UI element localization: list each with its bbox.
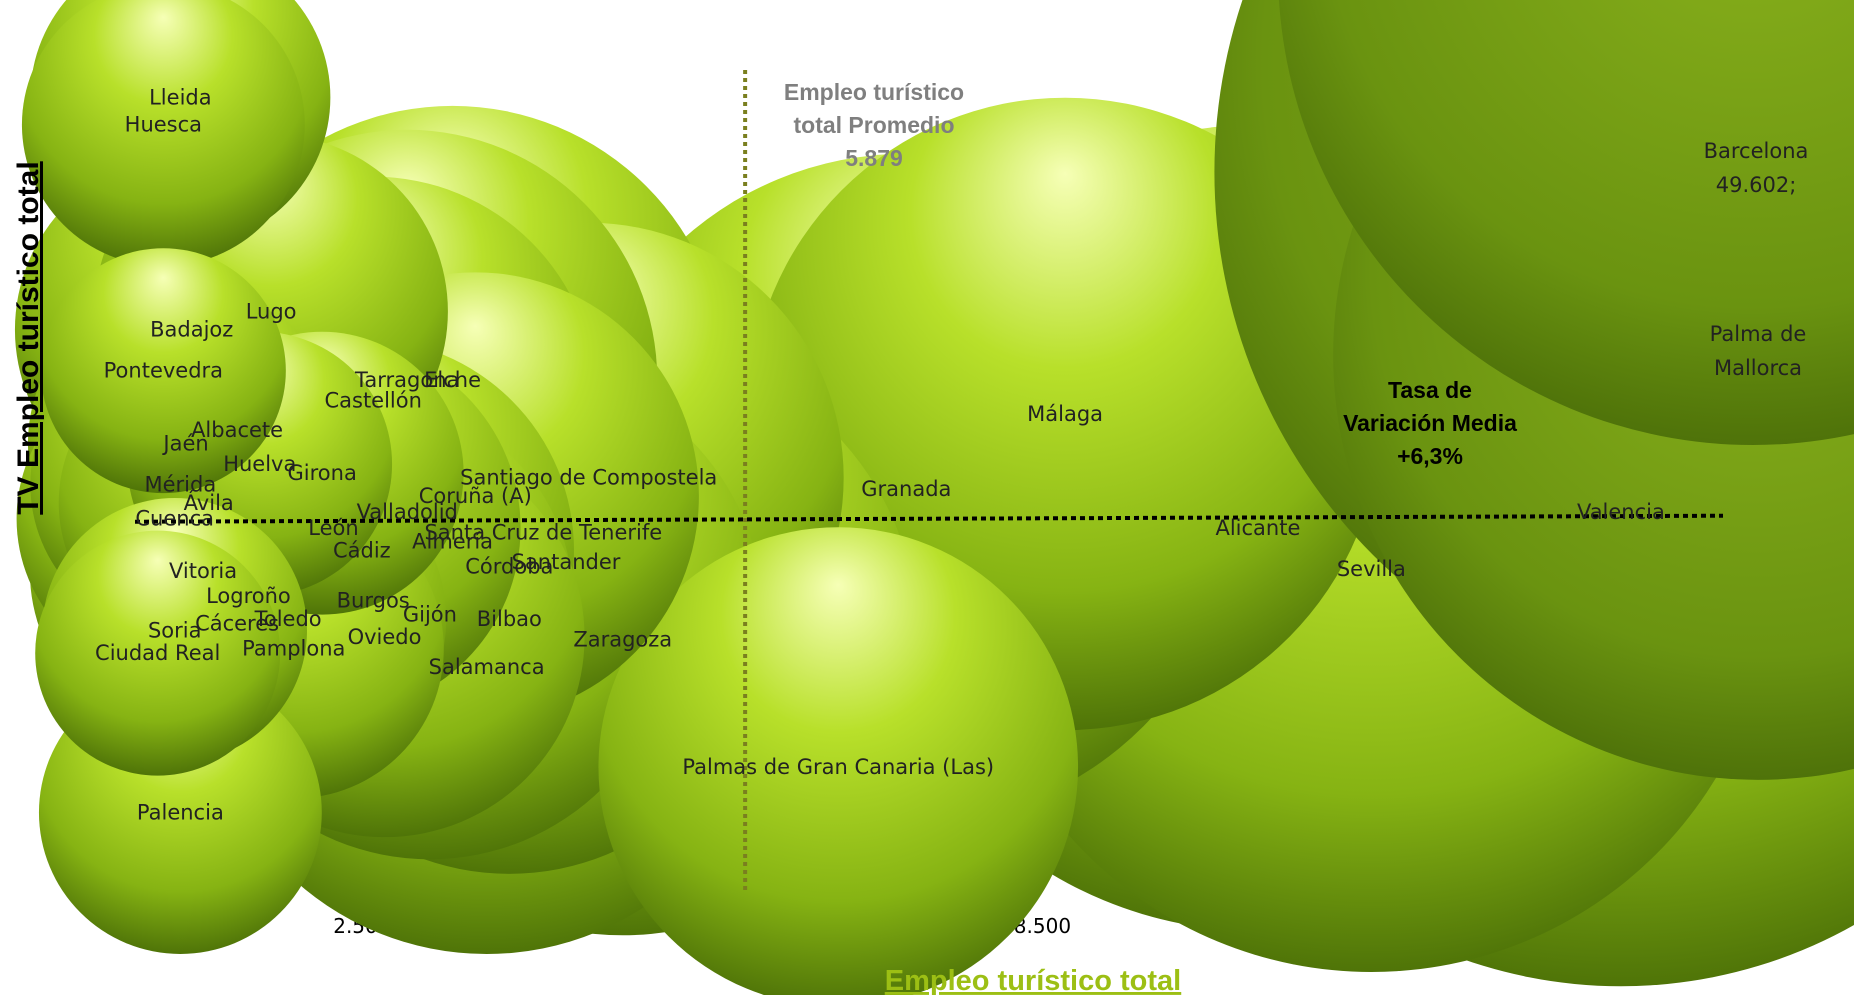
bubble [40,248,286,494]
bubble-label: Albacete [191,418,283,442]
bubble-labels: Lleida Huesca Badajoz Lugo Pontevedra Tarrago… [95,85,1808,824]
bubble-label: Córdoba [465,555,553,579]
bubble-label: Logroño [206,584,291,608]
bubble-label: Palencia [137,801,224,825]
bubble-label: Pamplona [242,637,345,661]
y-average-annotation-line1: Tasa de [1388,377,1472,403]
bubble-label: Huelva [223,452,296,476]
bubble-label: Alicante [1215,516,1300,540]
offscale-bubble [1279,0,1854,445]
bubble-label: Almería [412,530,493,554]
bubble-label: Bilbao [477,607,542,631]
bubble-label: Valencia [1577,500,1665,524]
bubble [21,0,305,267]
bubbles [14,0,1854,995]
y-average-line [134,513,1724,524]
offscale-bubble-label: Barcelona [1704,139,1809,163]
bubble-label: Elche [424,368,481,392]
bubble-label: Málaga [1027,402,1103,426]
bubble-label: Santa Cruz de Tenerife [424,520,662,544]
bubble-label: Gijón [403,602,457,626]
bubble [598,527,1078,995]
bubble-label: Huesca [125,113,202,137]
y-average-annotation-value: +6,3% [1397,443,1463,469]
bubble-label: Valladolid [357,500,458,524]
bubble-label: Vitoria [169,559,237,583]
bubble-label: Girona [288,461,357,485]
bubble-label: Santiago de Compostela [460,466,717,490]
bubble-label: Ávila [184,490,234,515]
bubble-label: Pontevedra [104,359,223,383]
bubble-label: Cáceres [195,612,279,636]
bubble-label: Toledo [254,607,322,631]
bubble-label: Granada [861,477,951,501]
bubble-label: Salamanca [429,655,545,679]
bubble-label: Castellón [324,388,421,412]
x-axis-title: Empleo turístico total [885,965,1181,995]
bubble-label: Oviedo [348,625,422,649]
bubble-label: Mérida [145,473,217,497]
bubble-label: León [308,516,358,540]
bubble-label: Coruña (A) [419,484,532,508]
bubble-label: Sevilla [1337,557,1406,581]
offscale-bubble-label: Palma de [1710,322,1807,346]
offscale-bubble-label: 49.602; [1716,173,1797,197]
y-average-annotation-line2: Variación Media [1343,410,1517,436]
bubble-label: Lleida [149,85,212,109]
bubble-label: Jaén [161,432,208,456]
bubble-label: Ciudad Real [95,641,220,665]
reference-lines [134,70,1724,890]
bubble-label: Badajoz [150,318,233,342]
x-average-annotation-line2: total Promedio [793,112,954,138]
bubble-label: Santander [512,550,621,574]
bubble-label: Cádiz [333,539,391,563]
bubble-label: Cuenca [135,507,214,531]
y-axis-title: TV Empleo turístico total [12,161,45,514]
bubble-label: Soria [148,618,202,642]
bubble-label: Zaragoza [573,627,672,651]
x-average-annotation-value: 5.879 [845,145,903,171]
bubble-label: Burgos [337,589,410,613]
bubble-label: Lugo [246,299,297,323]
bubble-label: Tarragona [354,368,459,392]
offscale-bubble-label: Mallorca [1714,356,1802,380]
bubble-label: Palmas de Gran Canaria (Las) [682,755,994,779]
bubble [35,530,281,776]
x-average-annotation-line1: Empleo turístico [784,79,964,105]
